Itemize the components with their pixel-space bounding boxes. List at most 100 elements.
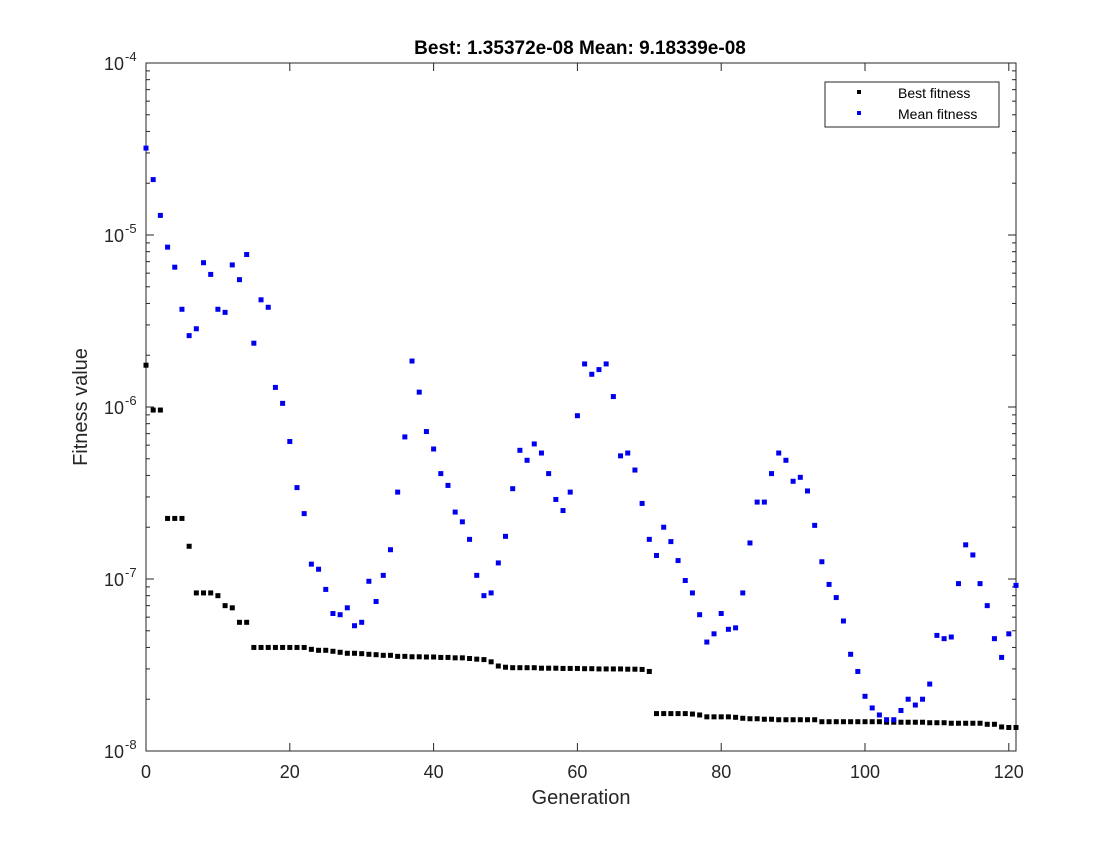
best-fitness-point <box>876 719 882 725</box>
mean-fitness-point <box>711 631 717 637</box>
mean-fitness-point <box>258 297 264 303</box>
mean-fitness-point <box>891 717 897 723</box>
mean-fitness-point <box>848 651 854 657</box>
best-fitness-point <box>754 716 760 722</box>
mean-fitness-point <box>912 702 918 708</box>
best-fitness-point <box>840 719 846 725</box>
mean-fitness-point <box>236 277 242 283</box>
mean-fitness-point <box>1006 631 1012 637</box>
best-fitness-point <box>991 721 997 727</box>
best-fitness-point <box>984 721 990 727</box>
mean-fitness-point <box>546 471 552 477</box>
mean-fitness-point <box>819 559 825 565</box>
mean-fitness-point <box>280 400 286 406</box>
best-fitness-point <box>387 652 393 658</box>
best-fitness-point <box>560 665 566 671</box>
mean-fitness-point <box>898 707 904 713</box>
x-tick-label: 120 <box>994 762 1024 782</box>
legend-box <box>824 81 1000 128</box>
best-fitness-point <box>804 717 810 723</box>
best-fitness-point <box>618 666 624 672</box>
best-fitness-point <box>790 717 796 723</box>
mean-fitness-point <box>244 252 250 258</box>
best-fitness-point <box>747 716 753 722</box>
best-fitness-point <box>776 717 782 723</box>
best-fitness-point <box>229 605 235 611</box>
mean-fitness-point <box>855 668 861 674</box>
mean-fitness-point <box>481 593 487 599</box>
best-fitness-point <box>251 644 257 650</box>
best-fitness-point <box>330 648 336 654</box>
mean-fitness-series <box>143 145 1019 723</box>
best-fitness-point <box>646 668 652 674</box>
best-fitness-point <box>639 666 645 672</box>
mean-fitness-point <box>323 586 329 592</box>
best-fitness-point <box>963 720 969 726</box>
mean-fitness-point <box>740 590 746 596</box>
legend-marker-mean <box>857 111 861 115</box>
y-tick-label-base: 10 <box>104 54 124 74</box>
x-axis-ticks: 0 20 40 60 80 100 120 <box>141 63 1024 782</box>
legend-marker-best <box>857 90 861 94</box>
mean-fitness-point <box>567 489 573 495</box>
best-fitness-point <box>409 654 415 660</box>
best-fitness-point <box>474 656 480 662</box>
mean-fitness-point <box>747 540 753 546</box>
best-fitness-point <box>150 407 156 413</box>
mean-fitness-point <box>359 619 365 625</box>
best-fitness-point <box>589 666 595 672</box>
mean-fitness-point <box>301 511 307 517</box>
mean-fitness-point <box>193 326 199 332</box>
best-fitness-point <box>510 665 516 671</box>
mean-fitness-point <box>984 603 990 609</box>
best-fitness-point <box>675 711 681 717</box>
best-fitness-point <box>869 719 875 725</box>
mean-fitness-point <box>208 271 214 277</box>
mean-fitness-point <box>330 611 336 617</box>
best-fitness-point <box>488 659 494 665</box>
mean-fitness-point <box>862 693 868 699</box>
best-fitness-point <box>632 666 638 672</box>
mean-fitness-point <box>718 611 724 617</box>
mean-fitness-point <box>251 340 257 346</box>
mean-fitness-point <box>229 262 235 268</box>
mean-fitness-point <box>431 446 437 452</box>
best-fitness-point <box>769 716 775 722</box>
best-fitness-point <box>955 720 961 726</box>
mean-fitness-point <box>661 524 667 530</box>
best-fitness-point <box>934 720 940 726</box>
best-fitness-point <box>682 711 688 717</box>
mean-fitness-point <box>999 654 1005 660</box>
mean-fitness-point <box>833 595 839 601</box>
mean-fitness-point <box>467 536 473 542</box>
best-fitness-point <box>546 665 552 671</box>
mean-fitness-point <box>538 450 544 456</box>
y-tick-label-base: 10 <box>104 742 124 762</box>
mean-fitness-point <box>495 560 501 566</box>
mean-fitness-point <box>524 457 530 463</box>
best-fitness-point <box>941 720 947 726</box>
best-fitness-point <box>653 711 659 717</box>
x-tick-label: 80 <box>711 762 731 782</box>
mean-fitness-point <box>991 636 997 642</box>
mean-fitness-point <box>689 590 695 596</box>
mean-fitness-point <box>402 434 408 440</box>
best-fitness-point <box>553 665 559 671</box>
mean-fitness-point <box>416 389 422 395</box>
best-fitness-point <box>661 711 667 717</box>
best-fitness-point <box>704 714 710 720</box>
best-fitness-point <box>524 665 530 671</box>
best-fitness-point <box>395 653 401 659</box>
best-fitness-point <box>352 650 358 656</box>
best-fitness-point <box>157 407 163 413</box>
mean-fitness-point <box>826 581 832 587</box>
mean-fitness-point <box>704 639 710 645</box>
mean-fitness-point <box>754 499 760 505</box>
best-fitness-point <box>625 666 631 672</box>
mean-fitness-point <box>352 623 358 629</box>
best-fitness-point <box>495 663 501 669</box>
mean-fitness-point <box>373 598 379 604</box>
x-axis-label: Generation <box>532 787 631 809</box>
best-fitness-point <box>287 644 293 650</box>
best-fitness-point <box>244 619 250 625</box>
